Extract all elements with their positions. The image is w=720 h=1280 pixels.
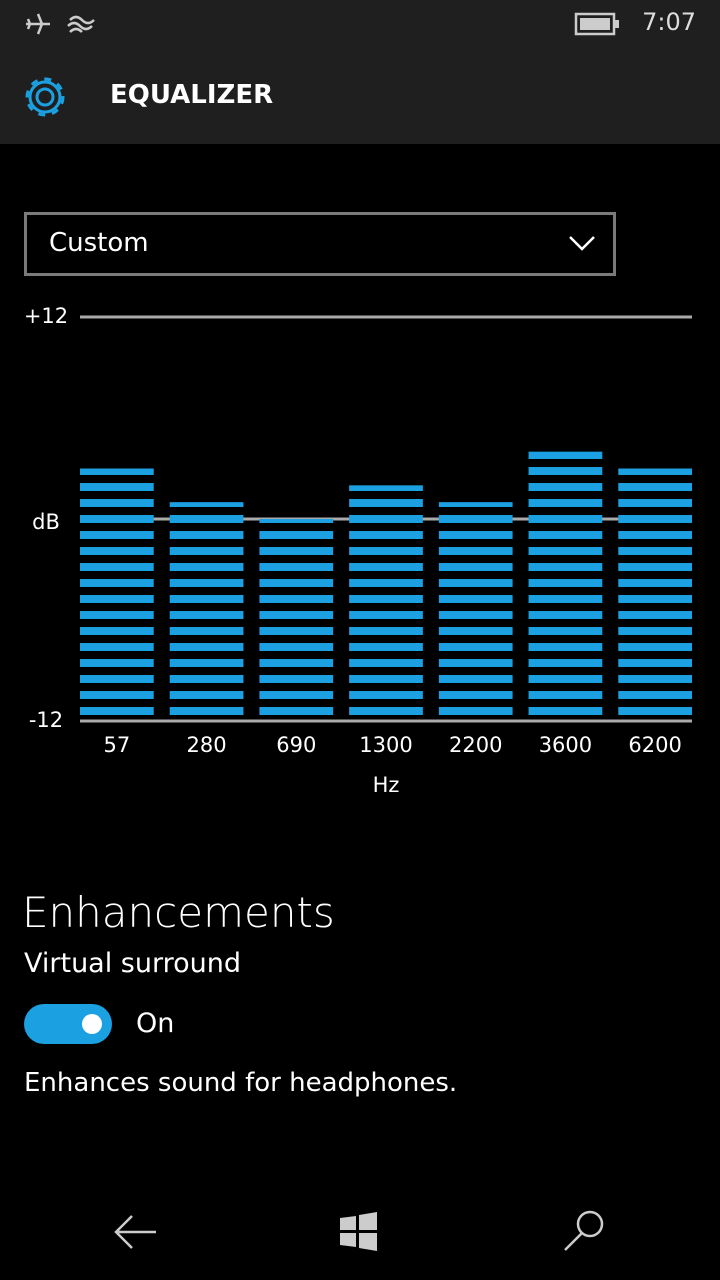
x-tick-label: 1300 [359, 733, 412, 757]
toggle-state: On [136, 1008, 175, 1039]
y-axis-label: dB [32, 510, 60, 534]
x-tick-label: 6200 [628, 733, 681, 757]
search-button[interactable] [564, 1210, 604, 1251]
status-icons [26, 13, 95, 35]
y-tick-label: +12 [24, 304, 68, 328]
toggle-knob [82, 1014, 102, 1034]
setting-name: Virtual surround [24, 948, 242, 979]
preset-value: Custom [49, 228, 149, 258]
battery-icon [574, 12, 619, 36]
eq-band-bar [438, 502, 513, 718]
preset-dropdown[interactable]: Custom [24, 212, 616, 276]
page-title: EQUALIZER [110, 80, 274, 110]
x-tick-label: 690 [276, 733, 316, 757]
clock: 7:07 [642, 8, 696, 36]
eq-band-bar [618, 468, 692, 718]
top-bar: 7:07 EQUALIZER [0, 0, 720, 144]
eq-band-bar [528, 451, 603, 718]
eq-band-bar [259, 519, 334, 718]
x-tick-label: 2200 [449, 733, 502, 757]
section-title: Enhancements [22, 888, 335, 937]
start-button[interactable] [340, 1212, 377, 1251]
settings-icon[interactable] [18, 70, 72, 124]
x-axis-label: Hz [373, 773, 400, 797]
eq-band-bar [349, 485, 423, 718]
equalizer-chart: Hz dB +12 -12 57 280 690 1300 2200 3600 6200 [24, 304, 692, 797]
x-tick-label: 57 [103, 733, 130, 757]
y-tick-label: -12 [29, 708, 63, 732]
chevron [569, 236, 595, 251]
eq-band-bar [80, 468, 154, 718]
x-tick-label: 3600 [539, 733, 592, 757]
eq-band-bar [169, 502, 244, 718]
setting-description: Enhances sound for headphones. [24, 1068, 458, 1098]
x-tick-label: 280 [187, 733, 227, 757]
nav-bar [114, 1210, 604, 1251]
back-button[interactable] [114, 1215, 156, 1249]
toggle-switch[interactable] [24, 1004, 112, 1044]
